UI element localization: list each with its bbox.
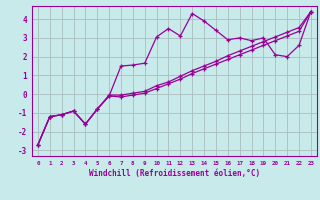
X-axis label: Windchill (Refroidissement éolien,°C): Windchill (Refroidissement éolien,°C): [89, 169, 260, 178]
